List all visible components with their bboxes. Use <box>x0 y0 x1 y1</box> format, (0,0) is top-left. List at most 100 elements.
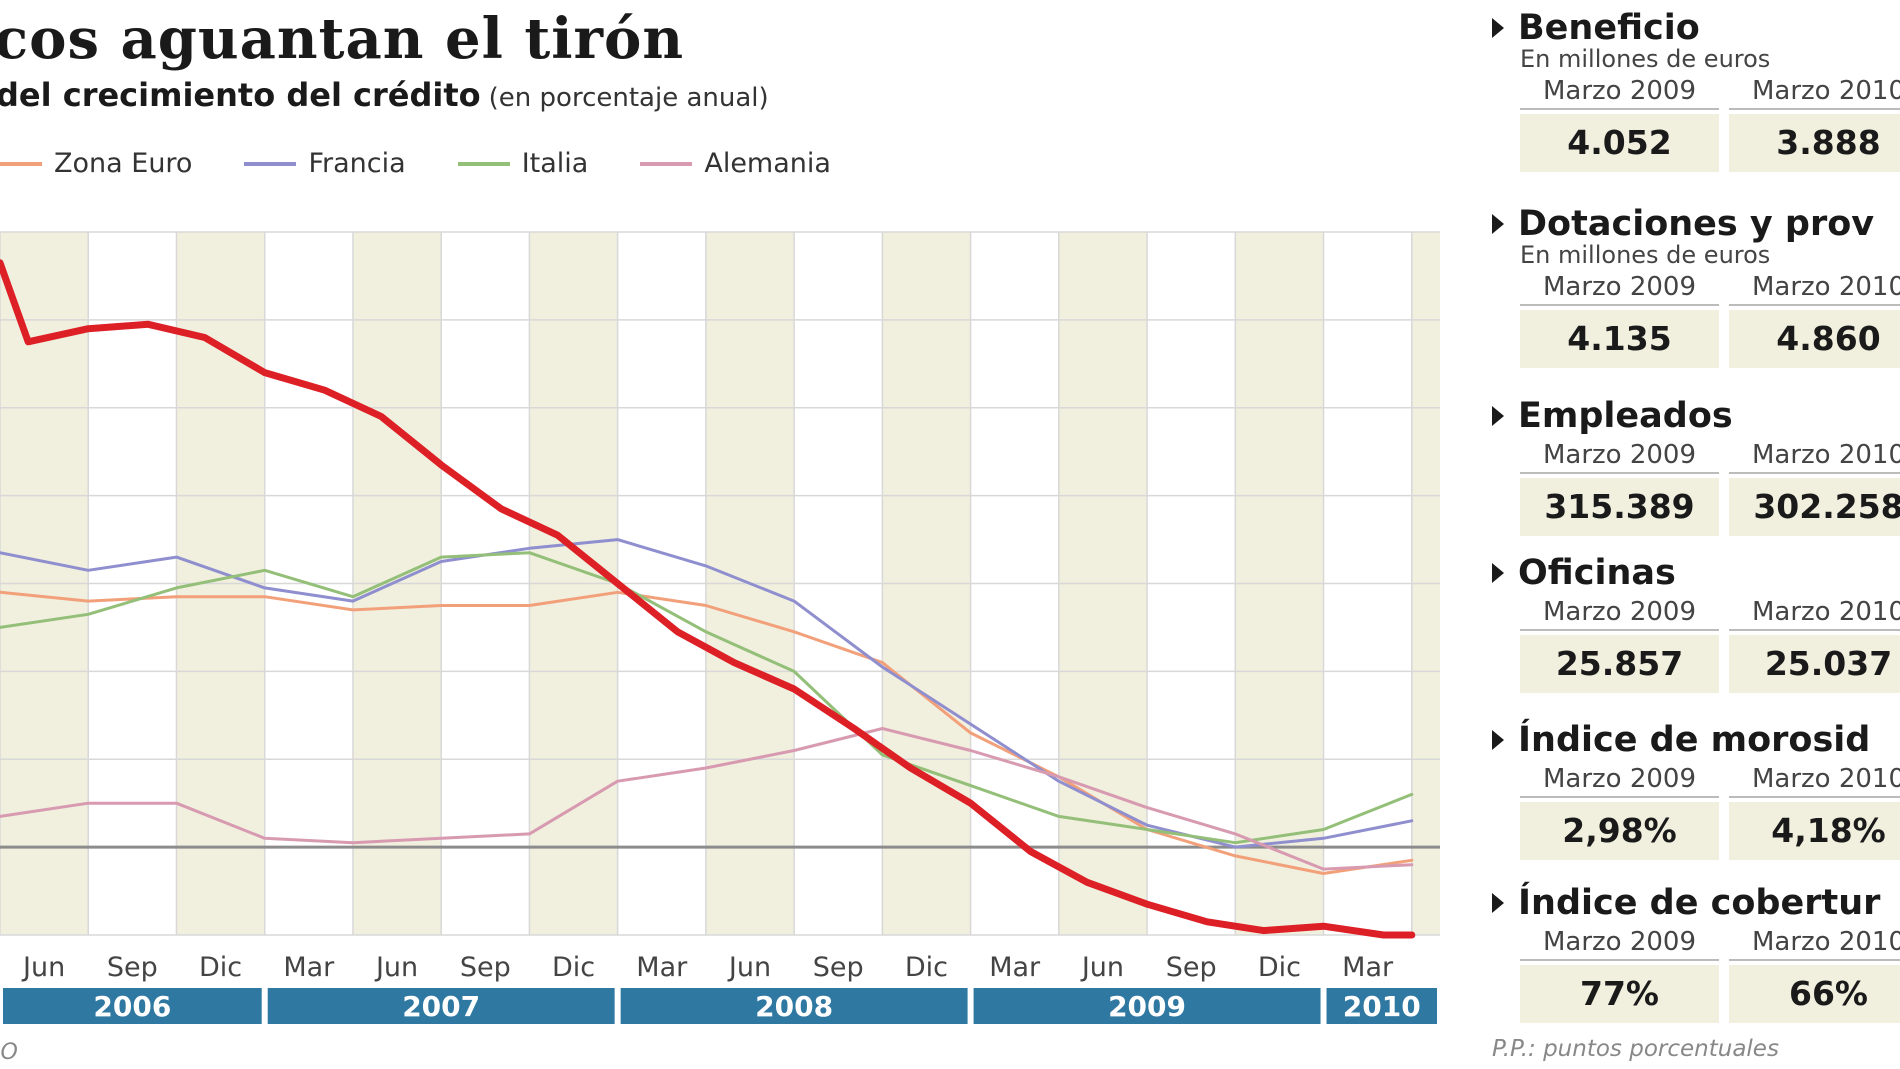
subtitle-text: del crecimiento del crédito <box>0 76 481 114</box>
year-label: 2010 <box>1343 990 1421 1023</box>
legend-swatch <box>640 161 693 166</box>
chart-legend: Zona Euro Francia Italia Alemania <box>0 148 831 179</box>
kpi-column: Marzo 2010 302.258 <box>1729 438 1900 536</box>
legend-item: Francia <box>244 148 406 179</box>
kpi-columns: Marzo 2009 4.052 Marzo 2010 3.888 <box>1520 74 1900 172</box>
x-tick-label: Dic <box>905 952 948 983</box>
kpi-title: Dotaciones y prov <box>1488 202 1900 246</box>
x-tick-label: Mar <box>1342 952 1394 983</box>
legend-label: Alemania <box>704 148 831 179</box>
kpi-column: Marzo 2009 4.052 <box>1520 74 1719 172</box>
kpi-unit: En millones de euros <box>1520 241 1771 269</box>
chart-subtitle: del crecimiento del crédito (en porcentaj… <box>0 76 769 114</box>
kpi-period: Marzo 2009 <box>1520 74 1719 110</box>
kpi-value: 315.389 <box>1520 478 1719 536</box>
legend-item: Italia <box>457 148 589 179</box>
kpi-block: Empleados Marzo 2009 315.389 Marzo 2010 302.… <box>1488 394 1900 536</box>
subtitle-note: (en porcentaje anual) <box>488 83 769 113</box>
series-line-alemania <box>0 727 1414 871</box>
legend-swatch <box>244 161 297 166</box>
kpi-period: Marzo 2009 <box>1520 925 1719 961</box>
chart-source: IO <box>0 1040 18 1065</box>
x-tick-label: Mar <box>989 952 1041 983</box>
triangle-bullet-icon <box>1492 18 1504 38</box>
kpi-period: Marzo 2010 <box>1729 762 1900 798</box>
kpi-value: 4.135 <box>1520 310 1719 368</box>
legend-label: Italia <box>521 148 589 179</box>
x-tick-label: Mar <box>283 952 335 983</box>
legend-label: Francia <box>308 148 406 179</box>
kpi-column: Marzo 2010 4.860 <box>1729 270 1900 368</box>
triangle-bullet-icon <box>1492 563 1504 583</box>
kpi-column: Marzo 2010 25.037 <box>1729 595 1900 693</box>
kpi-value: 302.258 <box>1729 478 1900 536</box>
kpi-columns: Marzo 2009 315.389 Marzo 2010 302.258 <box>1520 438 1900 536</box>
kpi-period: Marzo 2009 <box>1520 438 1719 474</box>
kpi-unit: En millones de euros <box>1520 45 1771 73</box>
x-tick-labels: Jun Sep Dic Mar Jun Sep Dic Mar Jun Sep Dic Mar Jun S… <box>21 952 1394 983</box>
kpi-columns: Marzo 2009 25.857 Marzo 2010 25.037 <box>1520 595 1900 693</box>
kpi-title: Beneficio <box>1488 6 1900 50</box>
kpi-value: 2,98% <box>1520 802 1719 860</box>
kpi-block: Dotaciones y prov En millones de euros Mar… <box>1488 202 1900 368</box>
kpi-value: 4,18% <box>1729 802 1900 860</box>
x-tick-label: Dic <box>1258 952 1301 983</box>
triangle-bullet-icon <box>1492 730 1504 750</box>
x-tick-label: Mar <box>636 952 688 983</box>
kpi-title-text: Índice de morosid <box>1518 720 1871 760</box>
legend-swatch <box>457 161 510 166</box>
kpi-title-text: Empleados <box>1518 396 1733 436</box>
kpi-period: Marzo 2010 <box>1729 270 1900 306</box>
kpi-title: Índice de cobertur <box>1488 881 1900 925</box>
kpi-period: Marzo 2009 <box>1520 595 1719 631</box>
kpi-value: 4.052 <box>1520 114 1719 172</box>
year-band <box>973 988 1321 1024</box>
kpi-value: 25.037 <box>1729 635 1900 693</box>
year-band <box>620 988 968 1024</box>
kpi-period: Marzo 2010 <box>1729 595 1900 631</box>
line-chart: Jun Sep Dic Mar Jun Sep Dic Mar Jun Sep Dic Mar Jun S… <box>0 231 1440 1024</box>
legend-item: Zona Euro <box>0 148 192 179</box>
kpi-title: Empleados <box>1488 394 1900 438</box>
series-line-italia <box>0 551 1414 845</box>
kpi-period: Marzo 2010 <box>1729 925 1900 961</box>
year-band <box>3 988 262 1024</box>
footnote: P.P.: puntos porcentuales <box>1492 1036 1779 1062</box>
kpi-period: Marzo 2010 <box>1729 74 1900 110</box>
kpi-value: 3.888 <box>1729 114 1900 172</box>
x-tick-label: Sep <box>813 952 864 983</box>
kpi-columns: Marzo 2009 77% Marzo 2010 66% <box>1520 925 1900 1023</box>
kpi-column: Marzo 2010 4,18% <box>1729 762 1900 860</box>
kpi-columns: Marzo 2009 4.135 Marzo 2010 4.860 <box>1520 270 1900 368</box>
series-lines <box>0 259 1416 939</box>
legend-label: Zona Euro <box>54 148 193 179</box>
triangle-bullet-icon <box>1492 214 1504 234</box>
series-line-main <box>0 259 1416 939</box>
kpi-column: Marzo 2009 2,98% <box>1520 762 1719 860</box>
triangle-bullet-icon <box>1492 893 1504 913</box>
x-tick-label: Sep <box>107 952 158 983</box>
kpi-value: 25.857 <box>1520 635 1719 693</box>
x-tick-label: Jun <box>374 952 418 983</box>
year-label: 2009 <box>1108 990 1186 1023</box>
kpi-column: Marzo 2009 4.135 <box>1520 270 1719 368</box>
kpi-value: 66% <box>1729 965 1900 1023</box>
kpi-block: Índice de morosid Marzo 2009 2,98% Marzo 20… <box>1488 718 1900 860</box>
year-label: 2008 <box>755 990 833 1023</box>
chart-grid <box>0 231 1440 936</box>
kpi-columns: Marzo 2009 2,98% Marzo 2010 4,18% <box>1520 762 1900 860</box>
kpi-block: Índice de cobertur Marzo 2009 77% Marzo 201… <box>1488 881 1900 1023</box>
kpi-column: Marzo 2009 25.857 <box>1520 595 1719 693</box>
kpi-value: 4.860 <box>1729 310 1900 368</box>
kpi-block: Oficinas Marzo 2009 25.857 Marzo 2010 25.037 <box>1488 551 1900 693</box>
year-label: 2007 <box>402 990 480 1023</box>
legend-item: Alemania <box>640 148 831 179</box>
kpi-period: Marzo 2009 <box>1520 270 1719 306</box>
x-tick-label: Sep <box>1166 952 1217 983</box>
kpi-column: Marzo 2009 315.389 <box>1520 438 1719 536</box>
kpi-title-text: Dotaciones y prov <box>1518 204 1875 244</box>
x-tick-label: Dic <box>552 952 595 983</box>
x-tick-label: Jun <box>21 952 65 983</box>
kpi-column: Marzo 2010 3.888 <box>1729 74 1900 172</box>
series-line-zona-euro <box>0 590 1414 875</box>
